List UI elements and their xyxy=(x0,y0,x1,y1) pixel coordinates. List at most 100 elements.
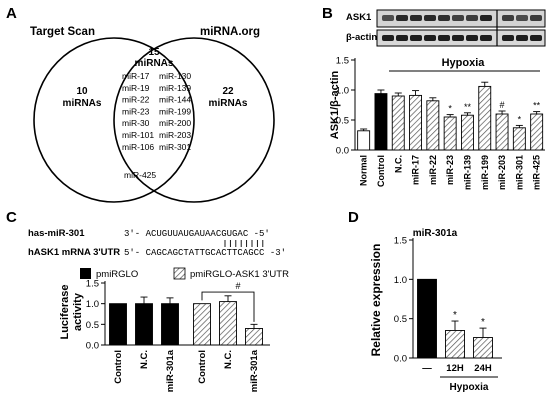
blot-band-ask1 xyxy=(480,15,492,21)
sequence-alignment: has-miR-301 3'- ACUGUUAUGAUAACGUGAC -5' … xyxy=(28,228,286,258)
chart-b-sig-marker: ** xyxy=(533,101,541,111)
blot-band-actin xyxy=(396,35,408,41)
panel-label-c: C xyxy=(6,209,17,226)
chart-d-y-tick-label: 0.5 xyxy=(394,314,407,325)
panel-label-d: D xyxy=(348,209,359,226)
chart-c-x-label-control: Control xyxy=(113,350,124,384)
blot-band-actin xyxy=(424,35,436,41)
chart-d-sig-marker: * xyxy=(481,317,485,328)
chart-d-y-label: Relative expression xyxy=(369,244,383,357)
shared-mirna-mir-200: miR-200 xyxy=(159,118,191,128)
blot-band-ask1 xyxy=(452,15,464,21)
chart-b-y-tick-label: 0.0 xyxy=(336,146,349,157)
blot-band-ask1 xyxy=(502,15,514,21)
chart-c-bar-mir-301a-5 xyxy=(245,328,263,346)
blot-band-actin xyxy=(438,35,450,41)
venn-shared-count: 15 xyxy=(148,47,160,58)
chart-b-y-tick-label: 1.0 xyxy=(336,86,349,97)
venn-right-title: miRNA.org xyxy=(200,26,260,38)
blot-band-actin xyxy=(410,35,422,41)
chart-b-bar-mir-17-3 xyxy=(409,94,422,151)
venn-left-title: Target Scan xyxy=(30,26,95,38)
chart-d-x-label-12h: 12H xyxy=(446,363,464,374)
chart-c-legend: pmiRGLO pmiRGLO-ASK1 3'UTR xyxy=(80,267,289,280)
venn-left-label: miRNAs xyxy=(63,98,102,109)
legend-swatch-ask1-utr xyxy=(173,267,186,280)
venn-shared-label: miRNAs xyxy=(135,58,174,69)
chart-c-y-tick-label: 1.5 xyxy=(86,279,99,290)
chart-b-x-label-n-c: N.C. xyxy=(393,155,403,173)
chart-b-y-label: ASK1/β-actin xyxy=(329,70,341,139)
blot-band-ask1 xyxy=(410,15,422,21)
shared-mirna-mir-139: miR-139 xyxy=(159,83,191,93)
chart-b-sig-marker: * xyxy=(518,114,522,124)
mirna-sequence: 3'- ACUGUUAUGAUAACGUGAC -5' xyxy=(124,229,270,239)
blot-label-actin: β-actin xyxy=(346,32,377,43)
mirna-label: has-miR-301 xyxy=(28,228,85,239)
chart-b-y-tick-label: 0.5 xyxy=(336,116,349,127)
blot-band-actin xyxy=(382,35,394,41)
shared-mirna-mir-199: miR-199 xyxy=(159,106,191,116)
chart-b-bar-mir-22-4 xyxy=(426,100,440,151)
shared-mirna-mir-23: miR-23 xyxy=(122,106,150,116)
chart-b-x-label-mir-22: miR-22 xyxy=(428,155,438,185)
legend-swatch-pmirglo xyxy=(80,268,91,279)
chart-b-x-label-mir-203: miR-203 xyxy=(497,155,507,190)
chart-b-x-label-mir-17: miR-17 xyxy=(411,155,421,185)
blot-band-actin xyxy=(502,35,514,41)
shared-mirna-mir-144: miR-144 xyxy=(159,95,191,105)
chart-d: miR-301a Hypoxia 0.0 0.5 1.0 1.5 — 12H 24H Rela… xyxy=(369,228,502,393)
blot-band-ask1 xyxy=(466,15,478,21)
chart-b-bar-mir-203-8 xyxy=(495,113,509,151)
venn-left-count: 10 xyxy=(76,86,88,97)
chart-b-x-label-mir-199: miR-199 xyxy=(480,155,490,190)
chart-c-y-tick-label: 0.0 xyxy=(86,341,99,352)
venn-right-label: miRNAs xyxy=(209,98,248,109)
chart-d-bar-none-0 xyxy=(417,278,437,359)
chart-c-bar-control-3 xyxy=(193,303,211,346)
shared-mirna-mir-19: miR-19 xyxy=(122,83,150,93)
chart-d-y-tick-label: 1.5 xyxy=(394,236,407,247)
chart-c-x-label-mir-301a: miR-301a xyxy=(249,349,260,392)
blot-band-actin xyxy=(452,35,464,41)
venn-circle-left xyxy=(33,37,195,203)
chart-d-y-tick-label: 1.0 xyxy=(394,275,407,286)
shared-mirna-mir-22: miR-22 xyxy=(122,95,150,105)
blot-label-ask1: ASK1 xyxy=(346,12,372,23)
chart-c-y-label-line1: Luciferase xyxy=(59,284,71,339)
shared-mirna-mir-106: miR-106 xyxy=(122,142,154,152)
chart-d-sig-marker: * xyxy=(453,310,457,321)
chart-c-y-label-line2: activity xyxy=(72,292,84,331)
chart-d-x-label-none: — xyxy=(422,363,432,374)
blot-band-ask1 xyxy=(382,15,394,21)
chart-c-y-tick-label: 1.0 xyxy=(86,299,99,310)
mrna-label: hASK1 mRNA 3'UTR xyxy=(28,247,120,258)
venn-right-count: 22 xyxy=(222,86,234,97)
chart-b-bar-mir-139-6 xyxy=(461,114,474,151)
blot-band-ask1 xyxy=(530,15,542,21)
chart-b-x-label-control: Control xyxy=(376,155,386,187)
chart-b-bar-mir-301-9 xyxy=(512,127,526,151)
chart-c: 0.0 0.5 1.0 1.5 Control N.C. miR-301a Control N.… xyxy=(59,279,270,392)
blot-band-actin xyxy=(480,35,492,41)
chart-c-x-label-n-c: N.C. xyxy=(139,350,150,369)
chart-b-group-label: Hypoxia xyxy=(442,57,486,69)
chart-b-bar-mir-425-10 xyxy=(530,113,544,151)
chart-b-bar-control-1 xyxy=(374,93,388,151)
chart-d-group-label: Hypoxia xyxy=(450,382,489,393)
shared-mirna-mir-301: miR-301 xyxy=(159,142,191,152)
chart-c-bar-mir-301a-2 xyxy=(161,303,179,346)
mrna-sequence: 5'- CAGCAGCTATTGCACTTCAGCC -3' xyxy=(124,248,286,258)
shared-mirna-mir-17: miR-17 xyxy=(122,71,150,81)
blot-bands xyxy=(382,15,542,41)
panel-label-a: A xyxy=(6,5,17,22)
chart-b-bar-n-c-2 xyxy=(391,95,405,151)
chart-d-y-tick-label: 0.0 xyxy=(394,354,407,365)
chart-b-bar-mir-199-7 xyxy=(478,85,492,151)
shared-mirna-mir-130: miR-130 xyxy=(159,71,191,81)
chart-c-sig-bracket xyxy=(201,291,255,322)
venn-circle-right xyxy=(113,37,275,203)
panel-label-b: B xyxy=(322,5,333,22)
